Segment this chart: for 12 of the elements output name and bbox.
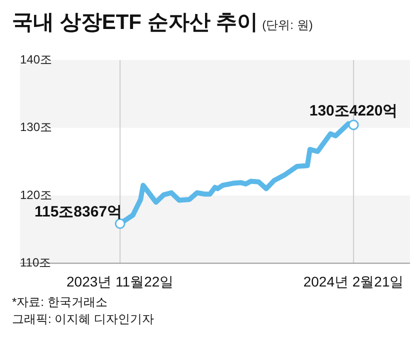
x-tick-label: 2023년 11월22일 [66, 273, 174, 290]
y-tick-label: 140조 [20, 52, 52, 66]
text: 그래픽: 이지혜 디자인기자 [12, 311, 156, 328]
text: *자료: 한국거래소 [12, 294, 108, 311]
y-tick-label: 110조 [20, 256, 52, 270]
annotation: 115조8367억 [34, 203, 122, 220]
y-tick-label: 130조 [20, 120, 52, 134]
x-tick-label: 2024년 2월21일 [303, 273, 404, 290]
chart-subtitle: (단위: 원) [262, 18, 313, 32]
chart-title: 국내 상장ETF 순자산 추이 [12, 11, 258, 34]
y-tick-label: 120조 [20, 188, 52, 202]
annotation: 130조4220억 [309, 102, 398, 120]
